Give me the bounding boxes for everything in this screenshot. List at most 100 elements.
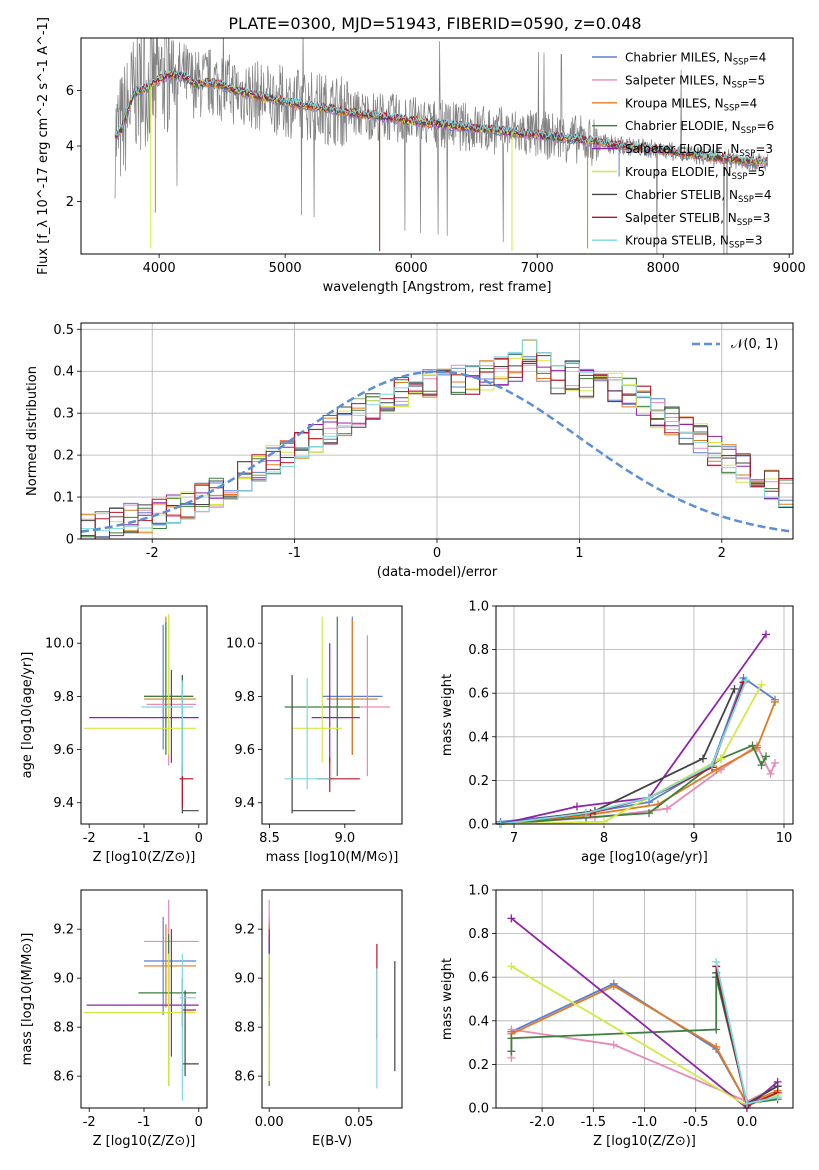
age_vs_Z-panel: -2 -1 0 9.4 9.6 9.8 10.0 Z [log10(Z/Z⊙)] age [lo…	[20, 605, 208, 865]
y-tick-label: 0.8	[468, 643, 489, 658]
legend-label: Salpeter MILES, NSSP=5	[625, 73, 765, 90]
spectrum-legend: Chabrier MILES, NSSP=4 Salpeter MILES, NS…	[592, 51, 774, 251]
series-marker	[730, 684, 739, 693]
x-tick-label: 8.5	[259, 831, 280, 846]
errorbar-area	[284, 616, 390, 814]
x-axis-label: age [log10(age/yr)]	[581, 850, 708, 865]
y-axis-label: age [log10(age/yr)]	[20, 652, 35, 779]
x-axis-label: Z [log10(Z/Z⊙)]	[93, 850, 196, 865]
axes-frame	[261, 605, 403, 825]
legend-label: Salpeter STELIB, NSSP=3	[625, 211, 770, 228]
x-axis-label: Z [log10(Z/Z⊙)]	[593, 1134, 696, 1149]
x-tick-label: -0.5	[683, 1115, 708, 1130]
errorbar-area	[268, 899, 396, 1089]
legend-subscript: SSP	[738, 195, 754, 205]
legend-subscript: SSP	[741, 126, 757, 136]
y-tick-label: 9.6	[234, 743, 255, 758]
x-tick-label: -2.0	[529, 1115, 554, 1130]
histogram-steps	[81, 353, 793, 538]
age_vs_mass-panel: 8.5 9.0 9.4 9.6 9.8 10.0 mass [log10(M/M⊙)]	[226, 605, 403, 865]
y-tick-label: 0.5	[53, 323, 74, 338]
y-tick-label: 10.0	[45, 637, 74, 652]
y-tick-label: 0.2	[53, 449, 74, 464]
legend-count: =3	[755, 142, 773, 156]
series-marker	[708, 761, 716, 770]
series-marker	[712, 765, 721, 774]
legend-count: =5	[747, 165, 765, 179]
x-tick-label: 5000	[269, 261, 302, 276]
y-tick-label: 0.2	[468, 1058, 489, 1073]
legend-subscript: SSP	[732, 172, 748, 182]
x-tick-label: -2	[146, 546, 159, 561]
histogram-area	[81, 339, 793, 539]
x-axis-label: E(B-V)	[312, 1134, 352, 1149]
legend-label: Kroupa ELODIE, NSSP=5	[625, 165, 765, 182]
axes-frame	[261, 889, 403, 1109]
x-tick-label: 0	[195, 1115, 203, 1130]
weight_vs_Z-panel: -2.0 -1.5 -1.0 -0.5 0.0 0.0 0.2 0.4 0.6 0.8 1.0 Z […	[440, 884, 794, 1149]
y-tick-label: 8.6	[53, 1070, 74, 1085]
x-tick-label: 0	[195, 831, 203, 846]
series-marker	[663, 804, 671, 813]
series-marker	[762, 752, 770, 761]
residuals-panel: -2 -1 0 1 2 0 0.1 0.2 0.3 0.4 0.5 (data-model)/erro…	[25, 322, 794, 580]
legend-subscript: SSP	[737, 218, 753, 228]
series-area	[496, 630, 779, 828]
y-tick-label: 9.4	[53, 796, 74, 811]
y-tick-label: 4	[66, 140, 74, 155]
y-axis-label: Normed distribution	[25, 366, 40, 496]
y-tick-label: 8.6	[234, 1070, 255, 1085]
legend-subscript: SSP	[733, 58, 749, 68]
x-tick-label: 8000	[647, 261, 680, 276]
y-tick-label: 0	[66, 533, 74, 548]
x-tick-label: 6000	[395, 261, 428, 276]
y-tick-label: 1.0	[468, 600, 489, 615]
series-marker	[582, 809, 590, 818]
series-marker	[717, 754, 725, 763]
histogram-steps	[81, 352, 793, 539]
legend-label: Chabrier STELIB, NSSP=4	[625, 188, 772, 205]
y-tick-label: 10.0	[226, 637, 255, 652]
legend-count: =4	[754, 188, 772, 202]
series-line	[500, 701, 776, 825]
y-tick-label: 6	[66, 84, 74, 99]
model-spectrum	[114, 68, 768, 165]
y-tick-label: 0.8	[468, 927, 489, 942]
series-marker	[645, 793, 653, 802]
y-tick-label: 0.4	[468, 730, 489, 745]
histogram-steps	[81, 364, 793, 520]
weight_vs_age-panel: 7 8 9 10 0.0 0.2 0.4 0.6 0.8 1.0 age [log10(age/yr…	[440, 600, 794, 865]
y-tick-label: 0.6	[468, 971, 489, 986]
spectrum-panel: 4000 5000 6000 7000 8000 9000 2 4 6 wavelength [A…	[36, 17, 806, 295]
y-tick-label: 0.6	[468, 687, 489, 702]
series-marker	[773, 1093, 782, 1102]
series-marker	[757, 680, 766, 689]
series-marker	[507, 962, 516, 971]
x-tick-label: 2	[718, 546, 726, 561]
axes-frame	[495, 605, 794, 825]
series-marker	[757, 761, 766, 770]
series-marker	[645, 809, 653, 818]
x-tick-label: -1	[138, 1115, 151, 1130]
x-tick-label: 9000	[773, 261, 806, 276]
legend-count: =3	[753, 211, 771, 225]
x-tick-label: -2	[83, 831, 96, 846]
y-tick-label: 9.6	[53, 743, 74, 758]
x-tick-label: -1.0	[632, 1115, 657, 1130]
legend-count: =3	[745, 234, 763, 248]
histogram-steps	[81, 339, 793, 532]
series-marker	[771, 697, 779, 706]
y-tick-label: 0.2	[468, 774, 489, 789]
series-line	[500, 688, 736, 825]
x-axis-label: Z [log10(Z/Z⊙)]	[93, 1134, 196, 1149]
x-tick-label: 0.0	[737, 1115, 758, 1130]
series-marker	[742, 676, 751, 685]
series-marker	[600, 817, 608, 826]
series-marker	[507, 1047, 516, 1056]
histogram-steps	[81, 354, 793, 539]
legend-label: 𝒩(0, 1)	[731, 337, 778, 352]
axes-frame	[495, 889, 794, 1109]
series-line	[500, 679, 748, 825]
y-axis-label: mass weight	[440, 958, 455, 1040]
figure-title: PLATE=0300, MJD=51943, FIBERID=0590, z=0…	[228, 14, 641, 33]
